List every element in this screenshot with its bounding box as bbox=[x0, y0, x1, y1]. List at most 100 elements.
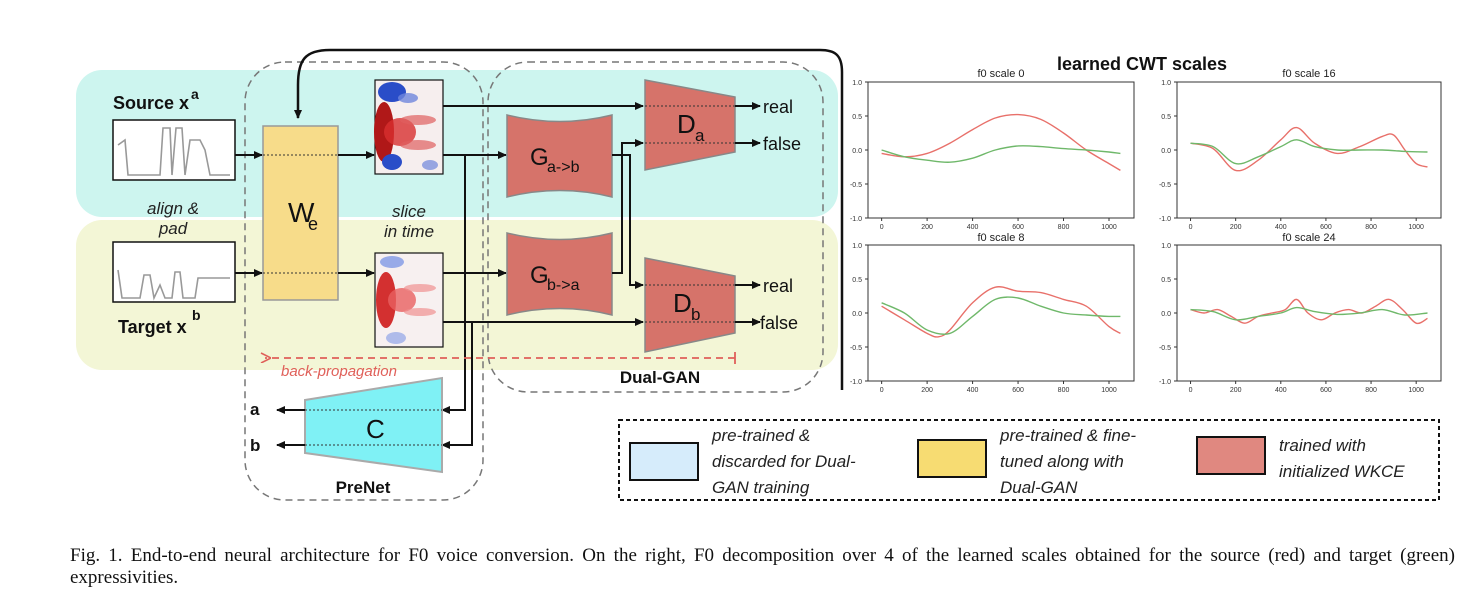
y-tick-label: 1.0 bbox=[852, 80, 862, 87]
x-tick-label: 1000 bbox=[1101, 387, 1117, 394]
legend-1-line-1: pre-trained & bbox=[711, 426, 810, 445]
slice-label-1: slice bbox=[392, 202, 426, 221]
series-source-line bbox=[881, 286, 1121, 338]
dualgan-container bbox=[487, 61, 824, 393]
x-tick-label: 400 bbox=[1275, 387, 1287, 394]
x-tick-label: 200 bbox=[1230, 224, 1242, 231]
cwt-panel-0: f0 scale 0 1.0 0.5 0.0 -0.5 -1.0 0 200 400 600 800… bbox=[850, 68, 1135, 231]
x-tick-label: 200 bbox=[1230, 387, 1242, 394]
x-tick-label: 1000 bbox=[1408, 224, 1424, 231]
da-real: real bbox=[763, 97, 793, 117]
x-tick-label: 400 bbox=[967, 387, 979, 394]
legend-1-line-3: GAN training bbox=[712, 478, 810, 497]
y-tick-label: -1.0 bbox=[1159, 216, 1171, 223]
backprop-label: back-propagation bbox=[281, 363, 397, 380]
d-b-block bbox=[644, 257, 736, 353]
db-real: real bbox=[763, 276, 793, 296]
x-tick-label: 800 bbox=[1365, 224, 1377, 231]
series-target-line bbox=[1190, 139, 1428, 165]
g-ab-main: G bbox=[530, 144, 549, 171]
panel-title: f0 scale 0 bbox=[977, 68, 1024, 80]
arrow-gba-da bbox=[612, 139, 644, 274]
g-ab-sub: a->b bbox=[547, 159, 580, 176]
x-tick-label: 0 bbox=[880, 224, 884, 231]
arrow-spec-c-b bbox=[441, 322, 473, 449]
x-tick-label: 600 bbox=[1320, 387, 1332, 394]
y-tick-label: -1.0 bbox=[1159, 379, 1171, 386]
legend-3-line-1: trained with bbox=[1279, 436, 1366, 455]
series-source-line bbox=[1190, 298, 1428, 325]
y-tick-label: -0.5 bbox=[850, 345, 862, 352]
x-tick-label: 200 bbox=[921, 387, 933, 394]
x-tick-label: 400 bbox=[1275, 224, 1287, 231]
cwt-title: learned CWT scales bbox=[1057, 54, 1227, 74]
prenet-label: PreNet bbox=[336, 478, 391, 497]
panel-title: f0 scale 8 bbox=[977, 232, 1024, 244]
y-tick-label: -1.0 bbox=[850, 379, 862, 386]
x-tick-label: 1000 bbox=[1408, 387, 1424, 394]
legend-box bbox=[618, 419, 1440, 501]
g-ab-block bbox=[506, 114, 613, 198]
we-label: W bbox=[288, 197, 315, 228]
y-tick-label: 1.0 bbox=[1161, 243, 1171, 250]
caption-text: Fig. 1. End-to-end neural architecture f… bbox=[70, 545, 1455, 588]
x-tick-label: 400 bbox=[967, 224, 979, 231]
x-tick-label: 600 bbox=[1320, 224, 1332, 231]
x-tick-label: 800 bbox=[1365, 387, 1377, 394]
series-source-line bbox=[881, 113, 1121, 172]
series-target-line bbox=[881, 145, 1121, 163]
y-tick-label: 0.5 bbox=[852, 277, 862, 284]
target-waveform bbox=[112, 241, 236, 303]
legend-swatch-yellow bbox=[917, 439, 987, 478]
legend-2-line-3: Dual-GAN bbox=[1000, 478, 1078, 497]
series-target-line bbox=[881, 296, 1121, 336]
source-label: Source x bbox=[113, 93, 189, 113]
cwt-charts: f0 scale 0 1.0 0.5 0.0 -0.5 -1.0 0 200 400 600 800… bbox=[850, 68, 1442, 394]
dualgan-label: Dual-GAN bbox=[620, 368, 700, 387]
legend-1-line-2: discarded for Dual- bbox=[712, 452, 856, 471]
figure-caption: Fig. 1. End-to-end neural architecture f… bbox=[70, 545, 1455, 589]
figure-canvas: Source x a align & pad Target x b W e bbox=[76, 48, 1442, 501]
legend-item-trained-wkce: trained with initialized WKCE bbox=[1196, 436, 1405, 481]
x-tick-label: 600 bbox=[1012, 224, 1024, 231]
d-b-sub: b bbox=[691, 305, 700, 324]
classifier-block bbox=[304, 376, 443, 474]
cwt-panel-1: f0 scale 16 1.0 0.5 0.0 -0.5 -1.0 0 200 400 600 80… bbox=[1159, 68, 1442, 231]
y-tick-label: 1.0 bbox=[1161, 80, 1171, 87]
y-tick-label: -0.5 bbox=[850, 182, 862, 189]
d-a-main: D bbox=[677, 109, 696, 139]
series-source-line bbox=[1190, 126, 1428, 172]
out-b: b bbox=[250, 436, 260, 455]
source-waveform-line bbox=[117, 127, 230, 176]
feedback-arrow bbox=[294, 48, 844, 119]
g-ba-main: G bbox=[530, 262, 549, 289]
x-tick-label: 0 bbox=[1189, 224, 1193, 231]
y-tick-label: 0.5 bbox=[1161, 114, 1171, 121]
spectrogram-source bbox=[374, 79, 444, 175]
prenet-container bbox=[244, 61, 484, 501]
y-tick-label: 0.0 bbox=[852, 148, 862, 155]
source-sup: a bbox=[191, 86, 199, 102]
target-label: Target x bbox=[118, 317, 187, 337]
y-tick-label: -0.5 bbox=[1159, 182, 1171, 189]
da-false: false bbox=[763, 134, 801, 154]
x-tick-label: 800 bbox=[1058, 387, 1070, 394]
cwt-panel-2: f0 scale 8 1.0 0.5 0.0 -0.5 -1.0 0 200 400 600 800… bbox=[850, 232, 1135, 394]
legend-2-line-1: pre-trained & fine- bbox=[999, 426, 1136, 445]
align-pad-2: pad bbox=[158, 219, 188, 238]
y-tick-label: -0.5 bbox=[1159, 345, 1171, 352]
legend-2-line-2: tuned along with bbox=[1000, 452, 1124, 471]
y-tick-label: 0.5 bbox=[852, 114, 862, 121]
x-tick-label: 0 bbox=[1189, 387, 1193, 394]
slice-label-2: in time bbox=[384, 222, 434, 241]
panel-title: f0 scale 24 bbox=[1282, 232, 1335, 244]
legend-3-line-2: initialized WKCE bbox=[1279, 462, 1405, 481]
y-tick-label: 0.0 bbox=[1161, 311, 1171, 318]
y-tick-label: -1.0 bbox=[850, 216, 862, 223]
classifier-label: C bbox=[366, 414, 385, 444]
out-a: a bbox=[250, 400, 260, 419]
legend-swatch-blue bbox=[629, 442, 699, 481]
legend-item-pretrained-discarded: pre-trained & discarded for Dual- GAN tr… bbox=[629, 426, 856, 497]
legend-swatch-red bbox=[1196, 436, 1266, 475]
d-a-sub: a bbox=[695, 126, 705, 145]
